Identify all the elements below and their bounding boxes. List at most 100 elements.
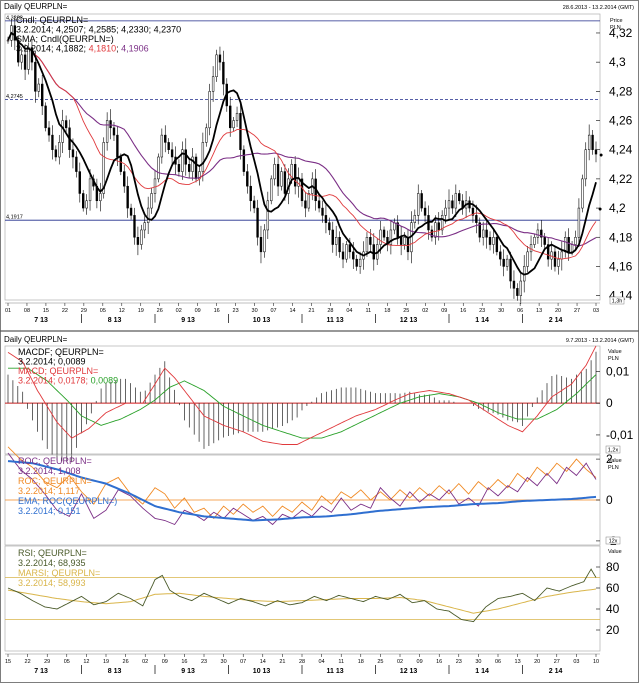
macd-corner-label: 1,2x [608,448,619,454]
price-x-day-label: 29 [81,308,87,314]
macd-legend-line-3: MACD; QEURPLN= [18,366,98,376]
candle-body [82,193,85,209]
roc-legend-line-2: 3.2.2014; 1,008 [18,466,81,476]
candle-body [581,178,584,209]
candle-body [587,134,591,150]
candle-body [454,193,458,209]
candle-body [324,215,328,223]
bottom-x-day-label: 18 [358,659,364,665]
rsi-legend-line-2: 3.2.2014; 68,935 [18,558,86,568]
bottom-x-day-label: 07 [240,659,246,665]
price-ytick-label: 4,24 [609,143,633,157]
price-x-day-label: 25 [403,308,409,314]
price-x-month-label: 11 13 [327,317,344,324]
candle-body [348,244,352,253]
price-x-day-label: 20 [555,308,561,314]
candle-body [194,156,198,180]
candle-body [242,149,246,172]
rsi-ytick-label: 60 [606,581,620,595]
candle-body [259,237,263,253]
price-legend-line-3: SMA; Cndl(QEURPLN=) [16,34,114,44]
candle-body [280,171,283,187]
candle-body [143,222,146,231]
price-x-day-label: 30 [498,308,504,314]
candle-body [13,25,17,41]
candle-body [543,237,546,245]
bottom-x-month-label: 12 13 [400,668,418,675]
price-ytick-label: 4,2 [609,201,626,215]
candle-body [519,280,522,296]
macd-axis-label: Value [608,349,622,355]
candle-body [300,178,304,202]
bottom-x-day-label: 12 [83,659,89,665]
price-x-day-label: 09 [195,308,201,314]
candle-body [105,120,109,143]
price-ytick-label: 4,26 [609,114,633,128]
rsi-line [7,568,597,623]
candle-body [54,149,58,158]
bottom-x-day-label: 09 [162,659,168,665]
candle-body [447,200,451,209]
candle-body [413,215,416,223]
candle-body [399,237,403,245]
price-legend-line-4: 3.2.2014; 4,1882; 4,1810; 4,1906 [16,44,149,54]
candle-body [23,54,27,70]
candle-body [146,207,150,223]
candle-body [47,127,51,136]
price-x-day-label: 14 [289,308,295,314]
candle-body [577,207,581,238]
candle-body [546,244,550,260]
candle-body [372,244,375,260]
candle-body [536,229,540,238]
bottom-x-day-label: 11 [338,659,344,665]
candle-body [502,258,505,267]
candle-body [499,251,502,260]
price-frame [4,13,601,301]
candle-body [550,251,553,260]
candle-body [85,200,88,209]
candle-body [112,127,116,136]
candle-body [116,134,119,158]
price-hline-label-3: 4,1917 [6,215,23,221]
red-ma-line [7,32,597,260]
candle-body [64,120,68,129]
candle-body [37,83,40,92]
price-axis-unit: PLN [610,25,621,31]
candle-body [492,237,495,245]
candle-body [495,237,499,253]
macd-axis-unit: PLN [608,356,619,362]
price-ytick-label: 4,28 [609,84,633,98]
candle-body [201,142,205,172]
price-x-day-label: 02 [176,308,182,314]
price-hline-label-1: 4,3283 [6,15,23,21]
candle-body [355,258,358,267]
macd-y-axis: Value PLN 0,01 0 -0,01 [596,349,634,442]
price-legend: Cndl; QEURPLN=3.2.2014; 4,2507; 4,2585; … [16,15,181,54]
price-x-day-label: 06 [517,308,523,314]
price-x-day-label: 02 [422,308,428,314]
candle-body [434,222,437,238]
candle-body [256,207,259,238]
price-panel: 4,3283 4,2745 4,1917 Price PLN 4,32 4,3 4,28… [4,13,633,305]
candle-body [430,229,434,238]
price-ytick-label: 4,3 [609,55,626,69]
price-marker-level: ● [598,206,602,213]
price-legend-part-3: ; [116,44,121,54]
candle-body [215,54,218,77]
candle-body [249,185,252,202]
candle-body [509,258,512,282]
price-x-day-label: 08 [24,308,30,314]
price-corner-box [609,296,625,305]
candle-body [352,251,355,260]
rsi-legend-line-3: MARSI; QEURPLN= [18,568,100,578]
price-x-month-label: 2 14 [549,317,563,324]
price-header: Daily QEURPLN= 28.6.2013 - 13.2.2014 (GM… [4,2,634,11]
candle-body [403,237,406,245]
rsi-y-axis: Value 80 60 40 20 [596,549,622,637]
bottom-x-day-label: 23 [201,659,207,665]
candle-body [126,185,129,209]
candle-body [478,222,481,238]
candle-body [71,149,75,158]
price-reference-lines: 4,3283 4,2745 4,1917 [5,15,600,221]
